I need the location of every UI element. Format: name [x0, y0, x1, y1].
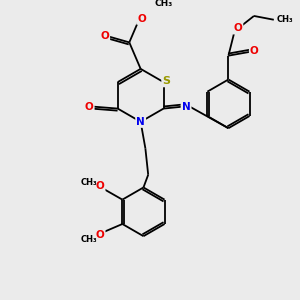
- Text: CH₃: CH₃: [154, 0, 172, 8]
- Text: O: O: [100, 31, 109, 41]
- Text: O: O: [96, 230, 104, 240]
- Text: CH₃: CH₃: [80, 178, 97, 187]
- Text: N: N: [136, 117, 145, 127]
- Text: N: N: [182, 102, 190, 112]
- Text: CH₃: CH₃: [80, 235, 97, 244]
- Text: O: O: [233, 23, 242, 33]
- Text: CH₃: CH₃: [277, 15, 293, 24]
- Text: O: O: [96, 181, 104, 191]
- Text: O: O: [85, 102, 94, 112]
- Text: O: O: [250, 46, 259, 56]
- Text: S: S: [162, 76, 170, 86]
- Text: O: O: [137, 14, 146, 24]
